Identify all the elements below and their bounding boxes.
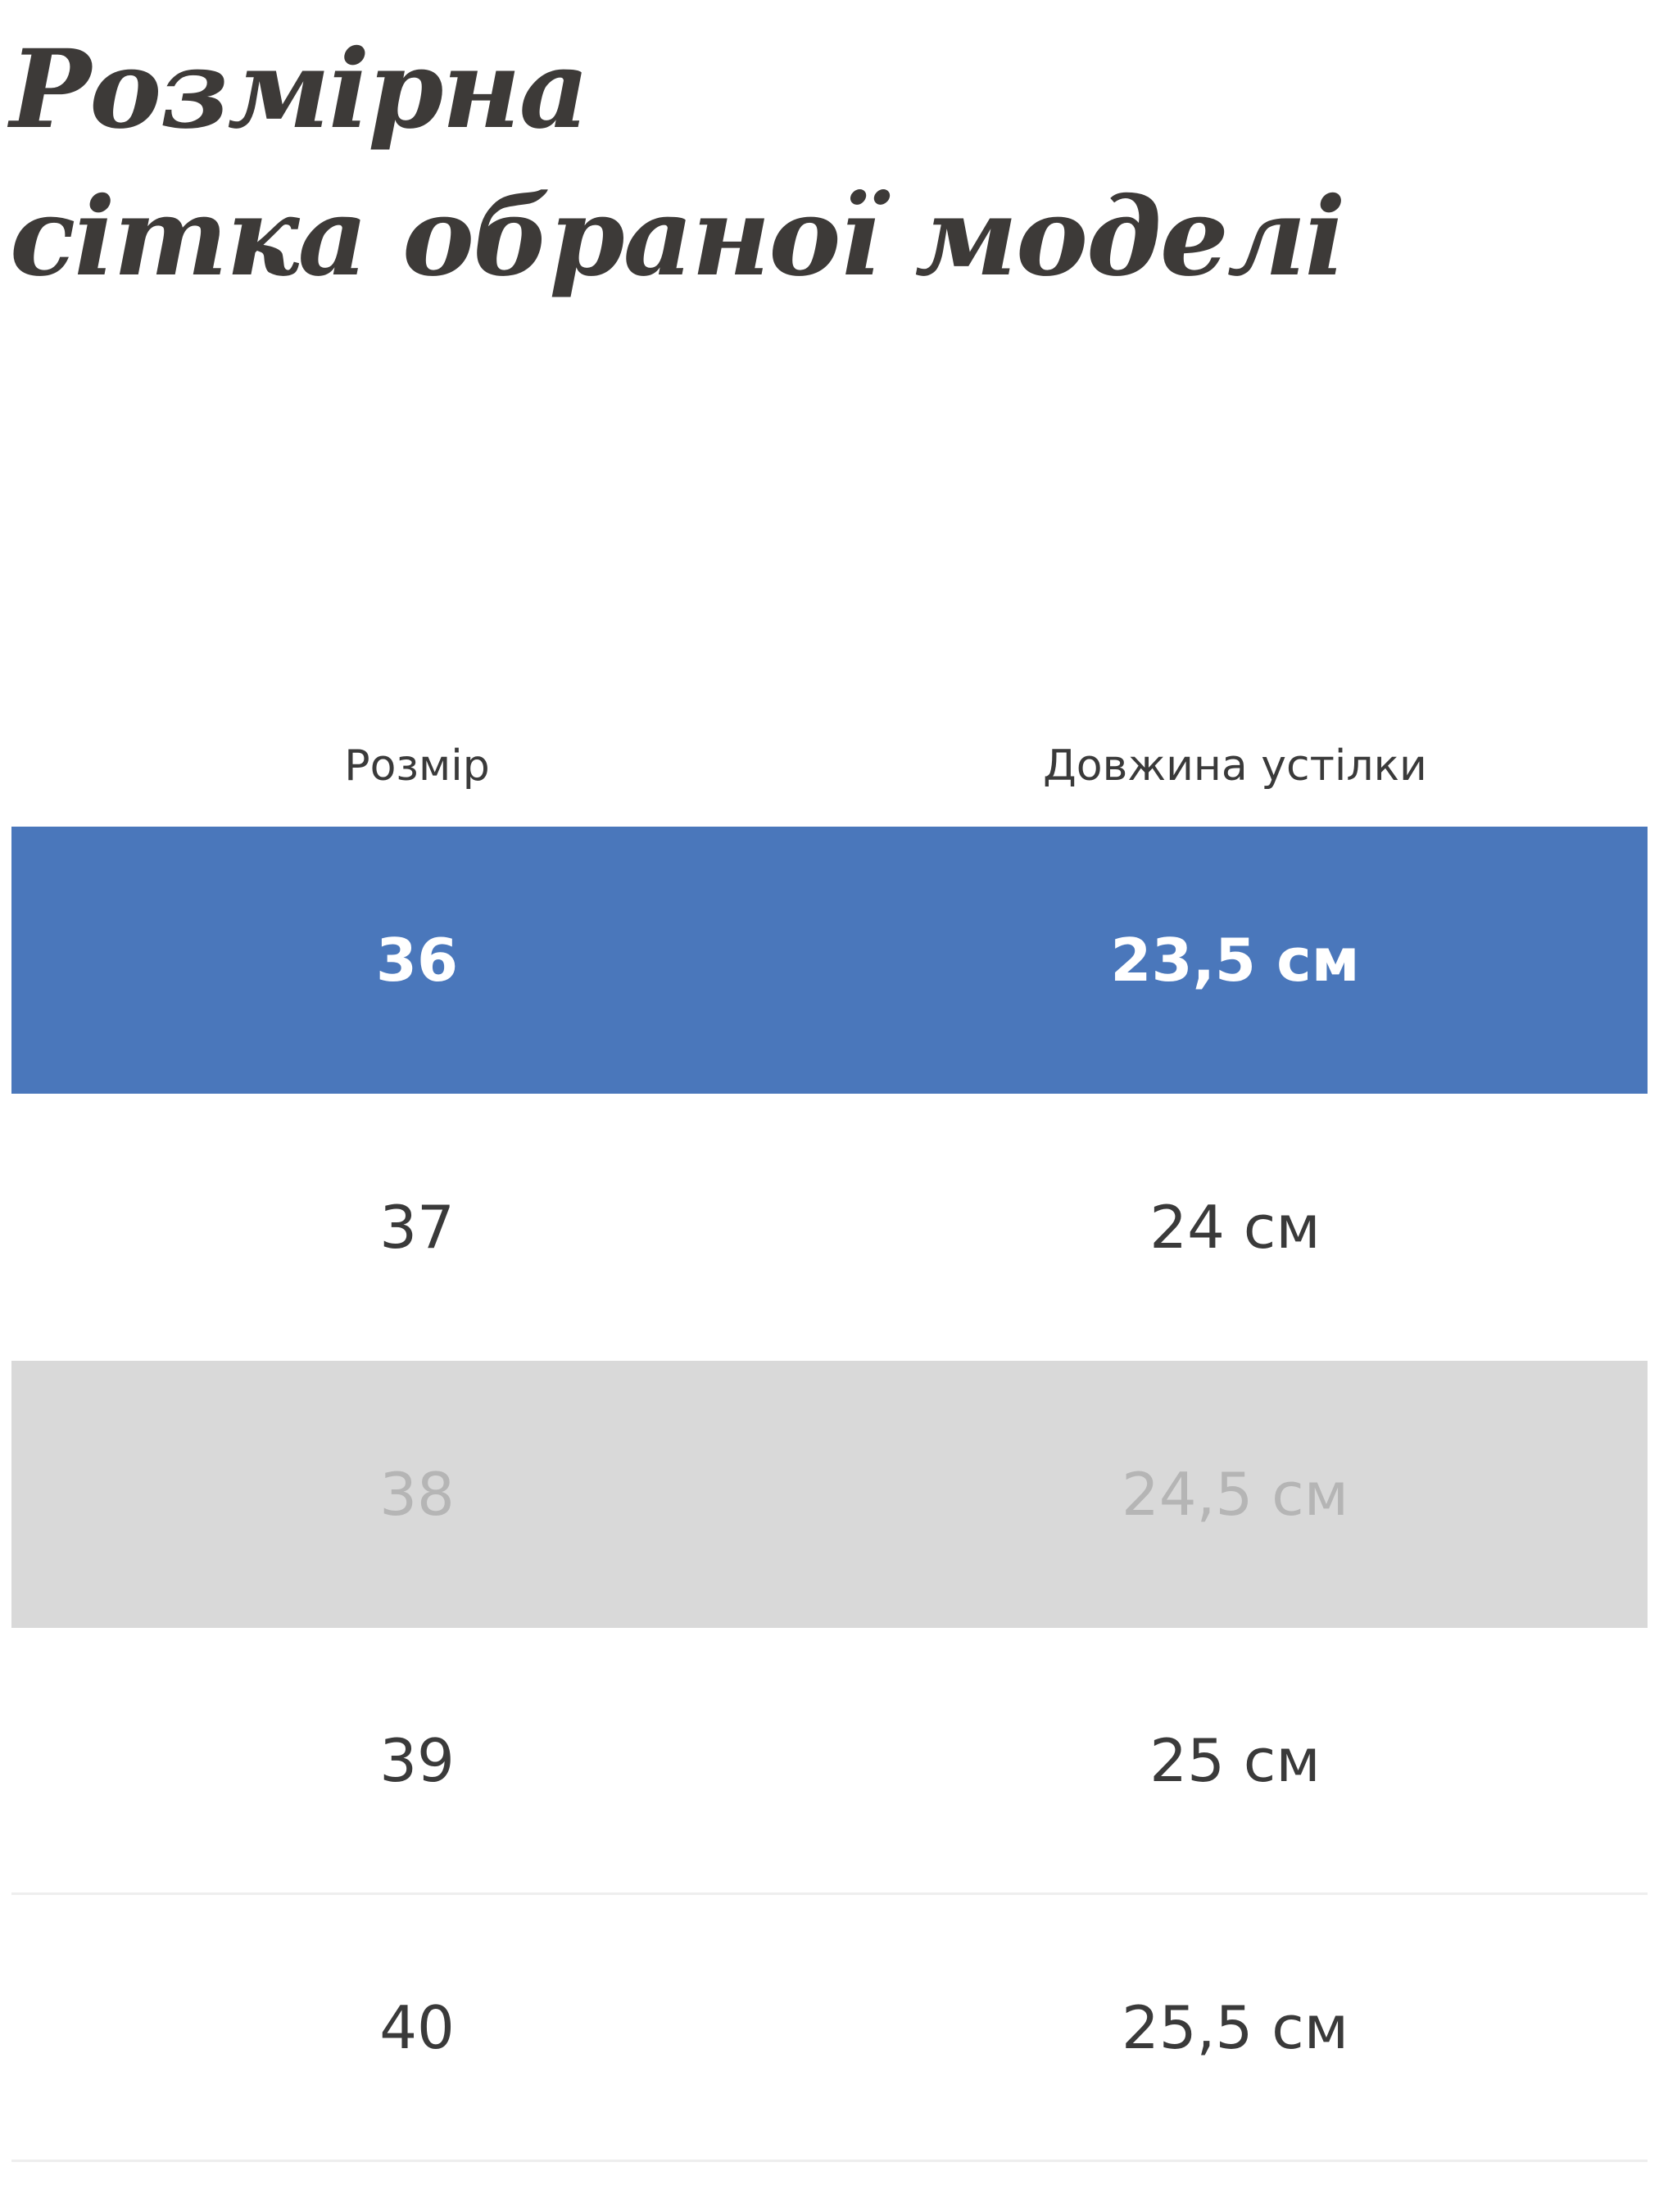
length-value: 25,5 см (1121, 1992, 1349, 2062)
length-value: 24 см (1149, 1193, 1321, 1262)
size-value: 36 (375, 926, 459, 995)
size-value: 37 (379, 1193, 455, 1262)
length-value: 25 см (1149, 1725, 1321, 1795)
length-value: 24,5 см (1121, 1460, 1349, 1529)
size-chart-table: Розмір Довжина устілки 36 23,5 см 37 24 … (11, 705, 1648, 2162)
size-row-36[interactable]: 36 23,5 см (11, 827, 1648, 1094)
length-value: 23,5 см (1110, 926, 1360, 995)
size-value: 39 (379, 1725, 455, 1795)
header-insole-length: Довжина устілки (1043, 741, 1427, 791)
size-row-39[interactable]: 39 25 см (11, 1628, 1648, 1895)
size-row-37[interactable]: 37 24 см (11, 1094, 1648, 1361)
size-value: 40 (379, 1992, 455, 2062)
size-value: 38 (379, 1460, 455, 1529)
size-row-40[interactable]: 40 25,5 см (11, 1895, 1648, 2162)
size-row-38: 38 24,5 см (11, 1361, 1648, 1628)
table-header: Розмір Довжина устілки (11, 705, 1648, 827)
title-line-1: Розмірна (10, 26, 589, 153)
header-size: Розмір (344, 741, 490, 791)
page-title: Розмірна сітка обраної моделі (10, 16, 1346, 311)
title-line-2: сітка обраної моделі (10, 174, 1346, 301)
